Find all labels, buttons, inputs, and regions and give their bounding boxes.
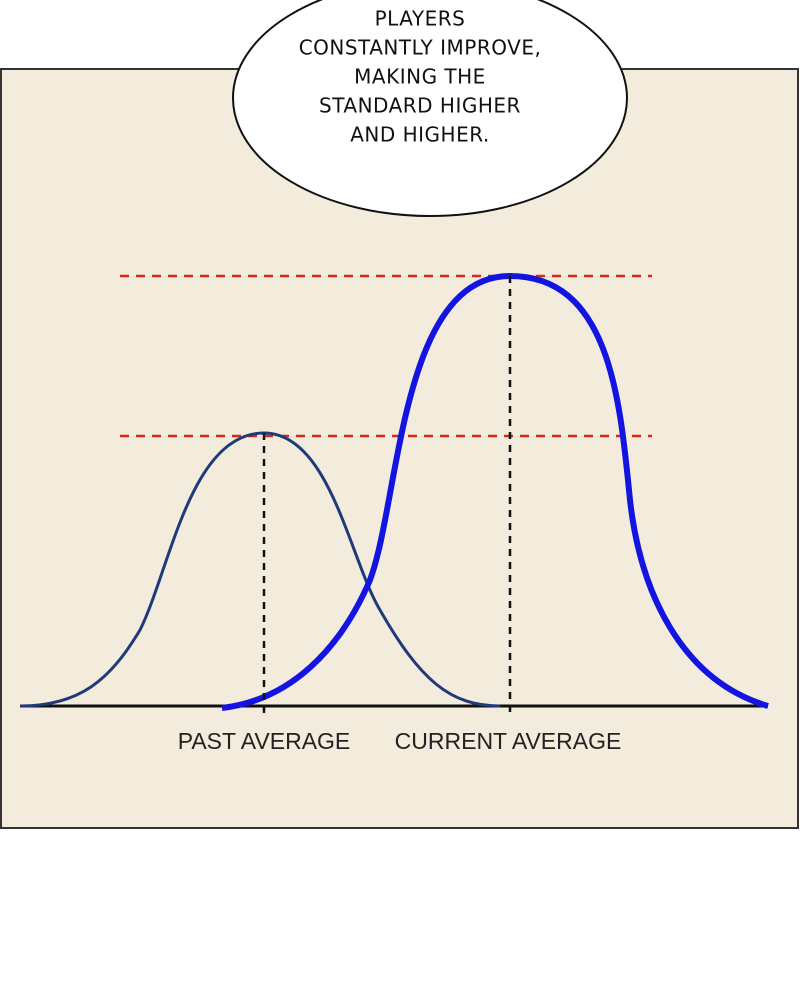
past-average-label: PAST AVERAGE bbox=[178, 728, 351, 754]
bubble-line: STANDARD HIGHER bbox=[319, 94, 521, 118]
bubble-line: AND HIGHER. bbox=[350, 123, 490, 147]
current-average-label: CURRENT AVERAGE bbox=[395, 728, 622, 754]
bubble-line: PLAYERS bbox=[375, 7, 466, 31]
speech-bubble bbox=[232, 0, 628, 217]
bubble-line: CONSTANTLY IMPROVE, bbox=[299, 36, 542, 60]
bubble-line: MAKING THE bbox=[354, 65, 486, 89]
